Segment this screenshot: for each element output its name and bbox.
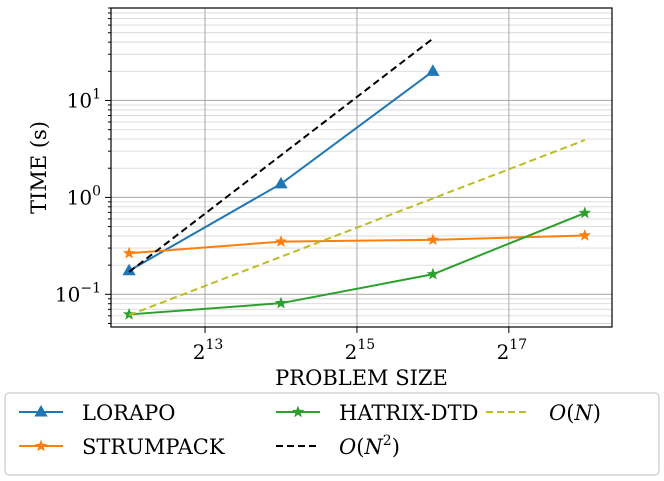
legend-item-1: LORAPO xyxy=(19,401,176,425)
y-axis-title: TIME (s) xyxy=(27,121,51,214)
x-tick-label: 215 xyxy=(345,337,376,364)
series-2 xyxy=(122,228,591,259)
triangle-marker xyxy=(34,405,48,417)
triangle-marker xyxy=(274,176,288,189)
legend-label: LORAPO xyxy=(82,401,176,425)
series-line xyxy=(128,139,586,317)
legend-frame xyxy=(4,392,660,476)
legend-label: HATRIX-DTD xyxy=(339,401,478,425)
legend-item-4: O(N2) xyxy=(276,433,400,459)
legend-label: O(N) xyxy=(549,401,601,425)
star-marker xyxy=(34,439,48,452)
series-layer xyxy=(122,37,591,320)
ticks: 10−1 100 101 213 215 217 xyxy=(55,7,528,364)
star-marker xyxy=(426,267,440,280)
x-tick-label: 217 xyxy=(497,337,528,364)
grid xyxy=(111,7,612,327)
star-marker xyxy=(274,296,288,309)
series-4 xyxy=(128,37,434,273)
series-1 xyxy=(122,64,440,276)
star-marker xyxy=(426,233,440,246)
series-5 xyxy=(128,139,586,317)
series-line xyxy=(129,212,586,316)
plot-frame xyxy=(110,7,613,328)
triangle-marker xyxy=(426,64,440,76)
series-line xyxy=(128,37,434,273)
star-marker xyxy=(122,307,136,320)
star-marker xyxy=(578,228,591,241)
x-axis-title: PROBLEM SIZE xyxy=(275,366,448,390)
series-line xyxy=(129,234,585,255)
y-tick-label: 10−1 xyxy=(55,280,101,306)
star-marker xyxy=(291,405,305,418)
x-tick-label: 213 xyxy=(193,337,224,364)
legend-item-3: HATRIX-DTD xyxy=(276,401,478,425)
y-tick-label: 100 xyxy=(67,183,101,209)
y-tick-label: 101 xyxy=(67,86,101,112)
legend-item-2: STRUMPACK xyxy=(19,435,225,459)
star-marker xyxy=(578,206,591,219)
legend-label: STRUMPACK xyxy=(82,435,225,459)
legend-item-5: O(N) xyxy=(486,401,601,425)
legend-label: O(N2) xyxy=(339,433,400,459)
star-marker xyxy=(274,235,288,247)
star-marker xyxy=(122,246,136,259)
series-3 xyxy=(122,206,591,320)
triangle-marker xyxy=(122,263,136,276)
legend: LORAPO STRUMPACK HATRIX-DTD O(N2) O(N) xyxy=(4,392,660,476)
